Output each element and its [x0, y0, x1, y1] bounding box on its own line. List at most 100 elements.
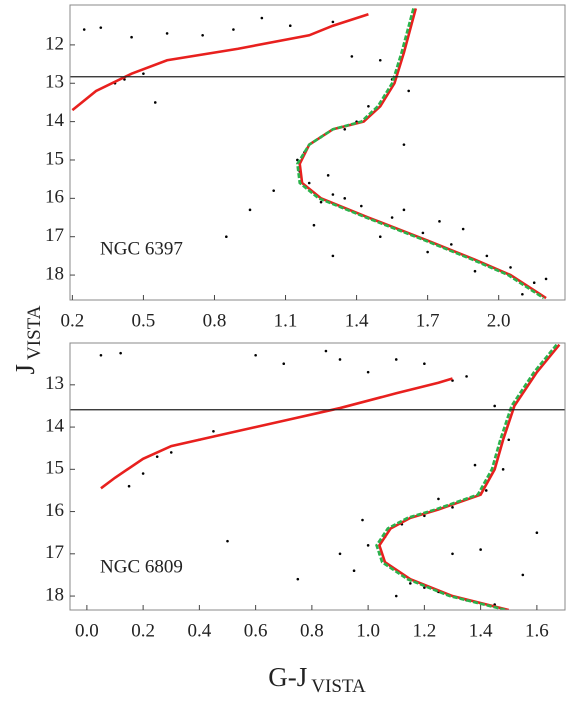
- star-point: [155, 455, 159, 458]
- x-tick-label: 1.1: [274, 310, 298, 331]
- y-tick-label: 15: [45, 148, 64, 169]
- star-point: [394, 594, 398, 598]
- star-point: [248, 208, 252, 212]
- star-point: [485, 254, 489, 258]
- plot-area: [71, 8, 548, 300]
- y-label-sub: VISTA: [24, 305, 45, 360]
- x-tick-label: 0.8: [300, 620, 324, 641]
- x-tick-label: 1.4: [469, 620, 493, 641]
- star-point: [272, 189, 275, 192]
- x-tick-label: 0.2: [131, 620, 155, 641]
- x-tick-label: 1.7: [416, 310, 440, 331]
- star-point: [127, 484, 131, 488]
- star-point: [473, 463, 477, 467]
- star-point: [402, 208, 406, 212]
- x-label-main: G-J: [268, 662, 307, 692]
- plot-frame: [69, 342, 566, 611]
- fiducial-line: [71, 12, 369, 112]
- x-axis-label: G-J VISTA: [268, 662, 366, 697]
- star-point: [296, 577, 300, 581]
- star-point: [350, 55, 354, 58]
- star-point: [402, 143, 406, 146]
- y-tick-label: 14: [45, 415, 65, 436]
- star-point: [153, 101, 157, 104]
- star-point: [165, 32, 169, 35]
- star-point: [465, 375, 468, 378]
- x-tick-label: 1.0: [356, 620, 380, 641]
- star-point: [343, 127, 347, 131]
- x-tick-label: 0.8: [203, 310, 227, 331]
- y-tick-label: 15: [45, 458, 64, 479]
- y-tick-label: 17: [45, 542, 64, 563]
- star-point: [501, 468, 505, 471]
- star-point: [450, 243, 453, 246]
- plot-area: [99, 343, 561, 610]
- fiducial-line: [377, 343, 561, 610]
- star-point: [390, 216, 394, 219]
- y-tick-label: 18: [45, 584, 64, 605]
- star-point: [254, 353, 257, 357]
- x-tick-label: 1.6: [525, 620, 549, 641]
- fiducial-line: [375, 343, 558, 610]
- y-tick-label: 18: [45, 263, 64, 284]
- star-point: [378, 235, 382, 239]
- star-point: [532, 281, 536, 285]
- star-point: [521, 292, 524, 296]
- star-point: [319, 200, 323, 204]
- x-tick-label: 1.2: [413, 620, 437, 641]
- star-point: [409, 582, 412, 585]
- star-point: [338, 358, 342, 361]
- y-tick-label: 12: [45, 33, 64, 54]
- star-point: [225, 235, 228, 239]
- star-point: [312, 223, 316, 227]
- star-point: [232, 28, 235, 31]
- star-point: [212, 429, 215, 433]
- star-point: [378, 58, 382, 62]
- star-point: [421, 231, 425, 235]
- star-point: [509, 266, 512, 269]
- star-point: [326, 174, 330, 177]
- star-point: [507, 438, 511, 442]
- star-point: [394, 358, 398, 361]
- star-point: [479, 548, 482, 551]
- star-point: [438, 220, 441, 223]
- x-label-sub: VISTA: [311, 676, 366, 697]
- star-point: [331, 193, 335, 196]
- star-point: [473, 269, 477, 273]
- x-tick-label: 0.4: [188, 620, 212, 641]
- star-point: [331, 20, 335, 24]
- star-point: [130, 35, 133, 39]
- star-point: [288, 24, 292, 28]
- star-point: [360, 204, 363, 208]
- star-point: [82, 28, 86, 31]
- star-point: [451, 506, 454, 509]
- star-point: [141, 472, 145, 475]
- y-tick-label: 17: [45, 225, 64, 246]
- star-point: [142, 72, 145, 75]
- star-point: [544, 277, 548, 281]
- cluster-label: NGC 6809: [100, 556, 183, 577]
- star-point: [461, 227, 465, 231]
- star-point: [366, 544, 370, 547]
- cluster-label: NGC 6397: [100, 238, 183, 259]
- plot-frame: [69, 4, 566, 301]
- star-point: [367, 104, 370, 108]
- x-tick-label: 0.6: [244, 620, 268, 641]
- star-point: [201, 34, 204, 37]
- star-point: [521, 573, 525, 577]
- fiducial-line: [298, 8, 547, 300]
- star-point: [338, 552, 342, 556]
- y-label-main: J: [10, 364, 40, 375]
- x-tick-label: 0.2: [60, 310, 84, 331]
- star-point: [119, 351, 122, 355]
- star-point: [352, 569, 356, 573]
- star-point: [331, 254, 335, 258]
- fiducial-line: [296, 8, 545, 300]
- star-point: [437, 497, 440, 501]
- star-point: [426, 250, 429, 254]
- star-point: [535, 531, 539, 534]
- star-point: [226, 539, 229, 543]
- y-axis-label: J VISTA: [10, 305, 45, 374]
